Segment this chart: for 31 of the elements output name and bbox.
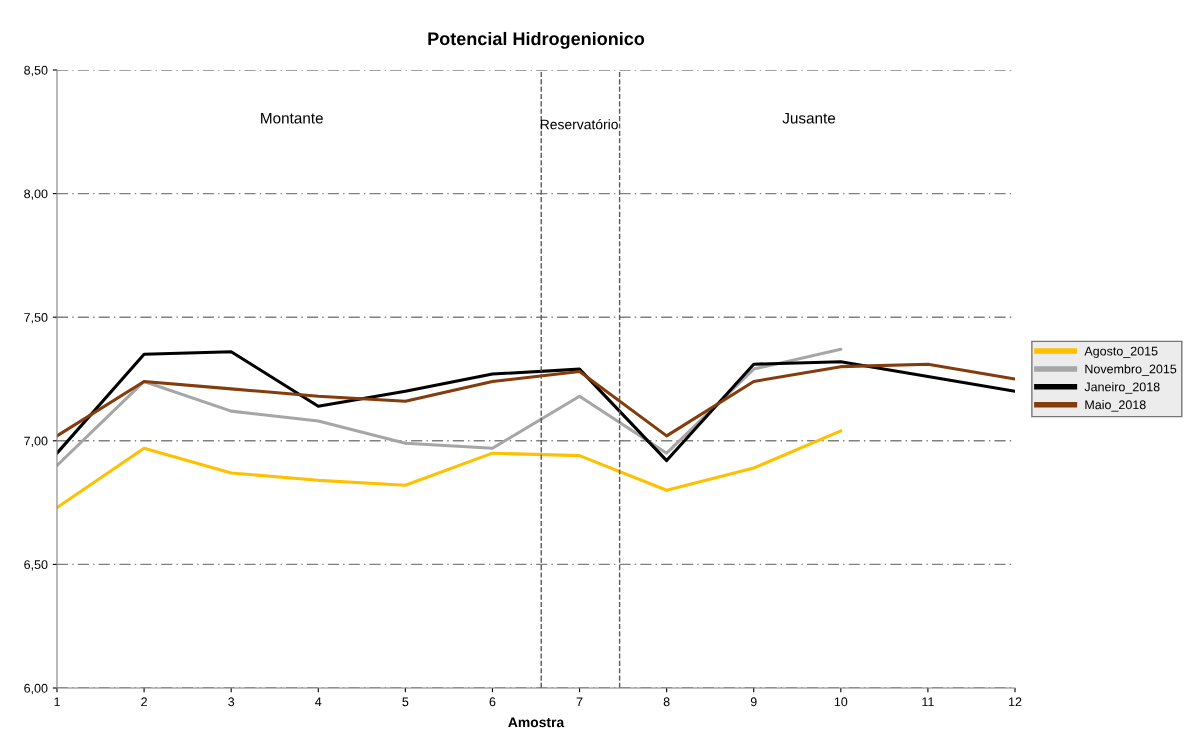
x-axis-title: Amostra [508,717,565,728]
x-tick-label: 9 [750,697,757,707]
line-series [57,347,843,468]
x-tick-label: 5 [402,697,409,707]
legend-label: Maio_2018 [1085,400,1146,412]
x-tick-label: 11 [922,697,934,707]
x-tick-label: 3 [228,697,235,707]
y-tick-label: 8,50 [24,65,48,77]
legend-label: Agosto_2015 [1084,346,1158,358]
line-series [57,362,1015,438]
x-tick-label: 6 [489,697,496,707]
legend-label: Janeiro_2018 [1084,382,1160,394]
y-tick-label: 7,50 [24,313,48,324]
x-tick-label: 12 [1009,697,1022,707]
y-tick-label: 6,00 [24,683,48,695]
chart-title: Potencial Hidrogenionico [428,31,645,49]
y-tick-label: 6,50 [24,560,48,571]
line-series [57,429,843,510]
x-tick-label: 8 [663,697,670,707]
y-tick-label: 7,00 [24,436,48,447]
line-series [57,350,1015,463]
x-tick-label: 7 [576,697,583,707]
x-tick-label: 2 [141,697,147,707]
x-tick-label: 4 [315,697,322,707]
x-tick-label: 10 [834,697,848,707]
x-tick-label: 1 [54,697,60,707]
annotation: Montante [261,112,323,124]
y-tick-label: 8,00 [24,189,48,200]
annotation: Jusante [782,112,836,124]
legend-label: Novembro_2015 [1085,364,1177,376]
annotation: Reservatório [540,118,618,130]
